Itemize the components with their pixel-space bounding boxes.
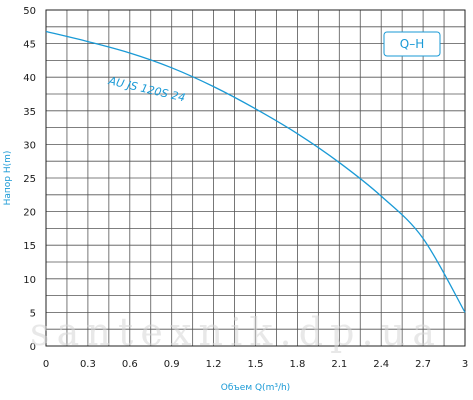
watermark-text: santexnik.dp.ua: [30, 310, 435, 354]
y-tick-label: 20: [23, 208, 36, 219]
y-tick-label: 10: [23, 275, 36, 286]
x-axis-ticks: 0 0.3 0.6 0.9 1.2 1.5 1.8 2.1 2.4 2.7 3: [43, 359, 468, 370]
legend-label: Q–H: [400, 37, 424, 51]
y-tick-label: 35: [23, 107, 36, 118]
x-tick-label: 2.1: [331, 359, 347, 370]
y-tick-label: 40: [23, 73, 36, 84]
y-axis-ticks: 0 5 10 15 20 25 30 35 40 45 50: [23, 6, 36, 353]
series-label: AU JS 120S 24: [106, 74, 186, 105]
y-tick-label: 45: [23, 40, 36, 51]
x-tick-label: 0.9: [164, 359, 180, 370]
x-axis-title: Объем Q(m³/h): [221, 383, 290, 393]
legend-frame: [383, 31, 441, 57]
y-tick-label: 50: [23, 6, 36, 17]
plot-area-frame: [45, 9, 466, 347]
x-tick-label: 0.3: [80, 359, 96, 370]
x-tick-label: 3: [462, 359, 468, 370]
x-tick-label: 1.2: [206, 359, 222, 370]
x-tick-label: 1.5: [248, 359, 264, 370]
x-tick-label: 2.7: [415, 359, 431, 370]
chart-grid: [46, 10, 465, 346]
series-line-qh-curve: [45, 30, 466, 313]
y-tick-label: 0: [30, 342, 36, 353]
x-tick-label: 0: [43, 359, 49, 370]
y-axis-title: Напор H(m): [3, 151, 13, 206]
x-tick-label: 2.4: [373, 359, 389, 370]
legend-box: Q–H: [383, 31, 441, 57]
x-tick-label: 1.8: [289, 359, 305, 370]
y-tick-label: 30: [23, 140, 36, 151]
x-tick-label: 0.6: [122, 359, 138, 370]
y-tick-label: 15: [23, 241, 36, 252]
y-tick-label: 5: [30, 308, 36, 319]
y-tick-label: 25: [23, 174, 36, 185]
